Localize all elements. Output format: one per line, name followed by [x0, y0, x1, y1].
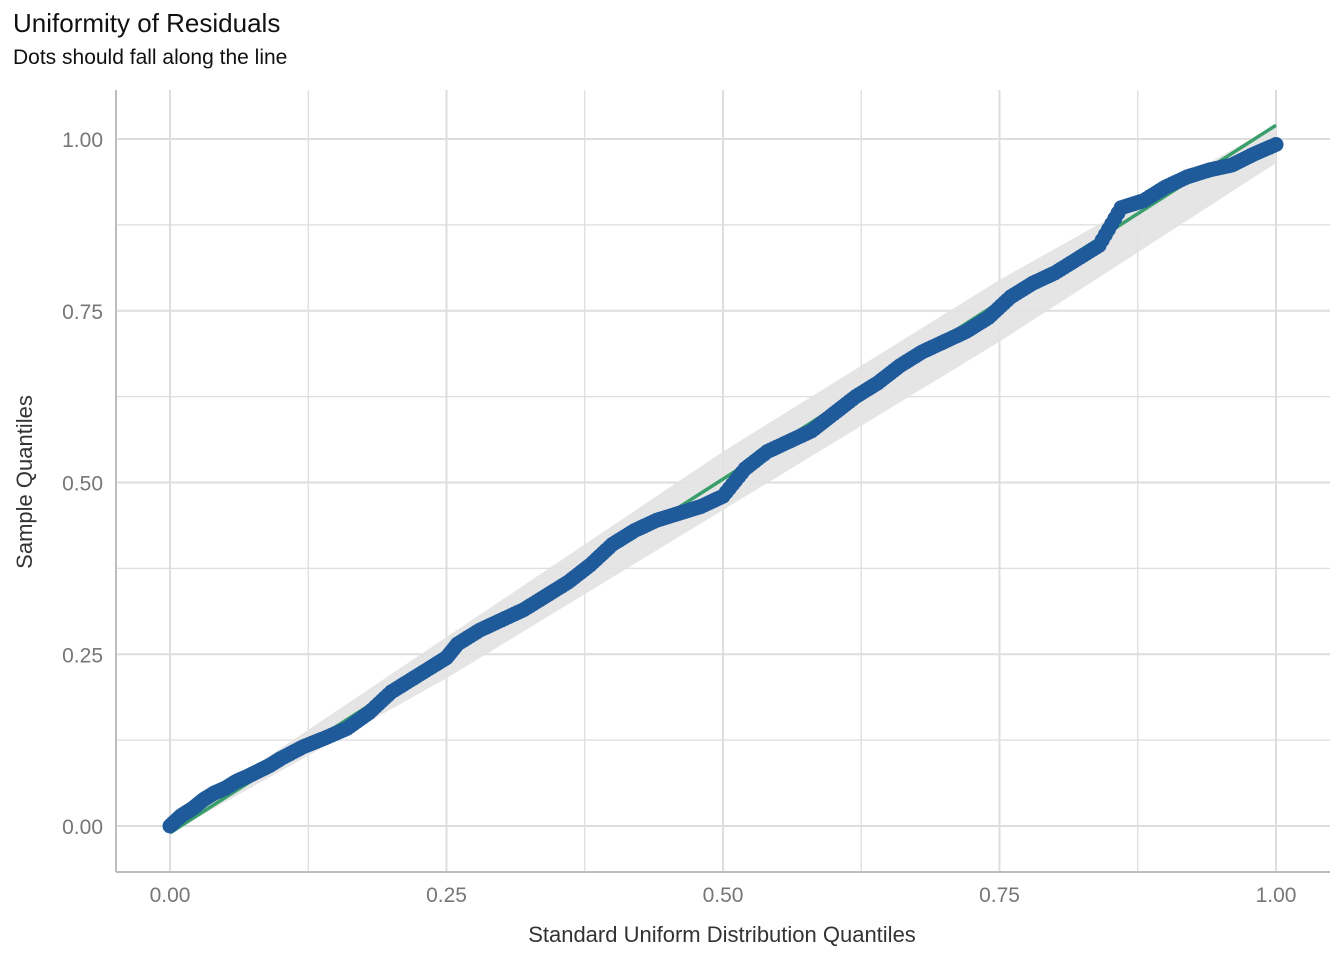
chart-title: Uniformity of Residuals [13, 8, 281, 38]
x-tick-label: 0.25 [426, 884, 467, 907]
y-tick-label: 0.25 [62, 644, 103, 667]
tick-labels: 0.00 0.25 0.50 0.75 1.00 0.00 0.25 0.50 0.75 1.00 [62, 129, 1296, 907]
x-axis-title: Standard Uniform Distribution Quantiles [528, 922, 916, 947]
grid [116, 90, 1330, 872]
y-axis-title: Sample Quantiles [12, 395, 37, 569]
chart-subtitle: Dots should fall along the line [13, 46, 288, 69]
axes [115, 90, 1330, 873]
x-tick-label: 1.00 [1256, 884, 1297, 907]
points-layer [162, 136, 1284, 834]
y-tick-label: 1.00 [62, 129, 103, 152]
x-tick-label: 0.00 [150, 884, 191, 907]
x-tick-label: 0.50 [703, 884, 744, 907]
y-tick-label: 0.50 [62, 473, 103, 496]
y-tick-label: 0.75 [62, 301, 103, 324]
x-tick-label: 0.75 [979, 884, 1020, 907]
data-point [1268, 136, 1284, 152]
y-tick-label: 0.00 [62, 816, 103, 839]
